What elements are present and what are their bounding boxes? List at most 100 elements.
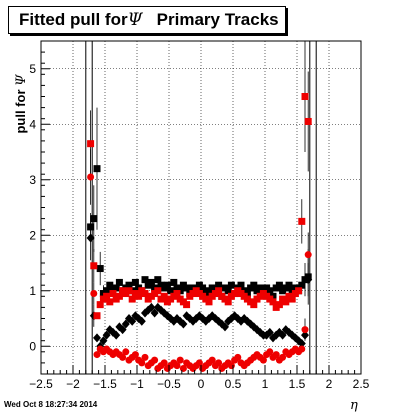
- series-3-point: [131, 351, 139, 359]
- x-tick-label: 1.5: [289, 377, 306, 391]
- y-tick-label: 5: [29, 62, 36, 76]
- series-3-point: [279, 353, 287, 361]
- vertical-markers: [85, 41, 317, 374]
- series-2-point: [298, 217, 306, 225]
- series-1-point: [128, 316, 137, 326]
- series-2-point: [115, 292, 123, 300]
- series-0-point: [183, 284, 191, 292]
- series-0-point: [154, 276, 162, 284]
- series-3-point: [138, 359, 146, 367]
- series-3-point: [215, 359, 223, 367]
- y-tick-label: 0: [29, 339, 36, 353]
- title-symbol: Ψ: [127, 10, 143, 30]
- series-0-point: [163, 281, 171, 289]
- series-3-point: [141, 353, 149, 361]
- series-0-point: [170, 278, 178, 286]
- x-axis-label: η: [350, 398, 358, 413]
- series-1-point: [278, 330, 287, 340]
- series-3-point: [173, 362, 181, 370]
- x-tick-label: 1: [262, 377, 269, 391]
- series-0-point: [103, 287, 111, 295]
- series-3-point: [195, 359, 203, 367]
- series-0-point: [237, 281, 245, 289]
- y-axis-label-text: pull for: [13, 89, 28, 134]
- series-1-point: [301, 330, 309, 340]
- series-2-point: [183, 301, 191, 309]
- series-3-point: [119, 353, 127, 361]
- series-2-point: [96, 301, 104, 309]
- series-2-point: [295, 287, 303, 295]
- series-0-point: [256, 284, 264, 292]
- series-0-point: [125, 281, 133, 289]
- series-2-point: [125, 287, 133, 295]
- series-0-point: [250, 281, 258, 289]
- x-tick-label: −1: [130, 377, 144, 391]
- series-2-point: [160, 292, 168, 300]
- series-1-point: [221, 322, 229, 332]
- series-0-point: [96, 265, 104, 273]
- series-0-point: [147, 278, 155, 286]
- series-2-point: [93, 312, 101, 320]
- series-1-point: [112, 330, 121, 340]
- series-0-point: [87, 223, 95, 231]
- x-axis-ticks: −2.5 −2 −1.5 −1 −0.5 0 0.5 1 1.5 2 2.5: [29, 365, 370, 391]
- series-2-point: [141, 290, 149, 298]
- series-0-point: [112, 284, 120, 292]
- series-0-point: [224, 287, 232, 295]
- series-0-point: [115, 278, 123, 286]
- series-1-point: [102, 330, 111, 340]
- series-2-point: [135, 292, 143, 300]
- series-0-point: [227, 281, 235, 289]
- series-2-point: [288, 295, 296, 303]
- series-0-point: [106, 281, 114, 289]
- data-points: [86, 93, 313, 372]
- series-3-point: [160, 359, 168, 367]
- y-axis-label: pull for Ψ: [13, 69, 29, 139]
- series-2-point: [275, 301, 283, 309]
- series-2-point: [90, 262, 98, 270]
- chart-title: Fitted pull for Ψ Primary Tracks: [8, 6, 286, 34]
- series-1-point: [137, 316, 146, 326]
- x-tick-label: 0: [198, 377, 205, 391]
- series-0-point: [167, 287, 175, 295]
- title-suffix: Primary Tracks: [142, 10, 279, 29]
- series-2-point: [304, 117, 312, 125]
- series-2-point: [154, 287, 162, 295]
- series-2-point: [173, 290, 181, 298]
- series-0-point: [90, 215, 98, 223]
- y-axis-ticks: 0 1 2 3 4 5: [29, 40, 50, 375]
- series-2-point: [301, 93, 309, 100]
- series-3-point: [176, 356, 184, 364]
- x-tick-label: 0.5: [225, 377, 242, 391]
- series-3-point: [234, 353, 242, 361]
- series-1-point: [147, 302, 156, 312]
- series-2-point: [269, 298, 277, 306]
- series-0-point: [275, 281, 283, 289]
- series-1-point: [179, 319, 188, 329]
- series-3-point: [122, 348, 130, 356]
- series-3-point: [272, 351, 280, 359]
- series-3-point: [259, 356, 267, 364]
- series-0-point: [93, 165, 101, 173]
- series-2-point: [87, 140, 95, 148]
- series-0-point: [285, 281, 293, 289]
- series-0-point: [131, 278, 139, 286]
- series-0-point: [215, 281, 223, 289]
- series-1-point: [118, 325, 127, 335]
- series-2-point: [282, 298, 290, 306]
- x-tick-label: 2.5: [353, 377, 370, 391]
- series-3-point: [90, 290, 98, 298]
- y-tick-label: 4: [29, 117, 36, 131]
- series-2-point: [128, 295, 136, 303]
- x-tick-label: −1.5: [93, 377, 117, 391]
- x-tick-label: −0.5: [157, 377, 181, 391]
- series-3-point: [87, 173, 95, 181]
- y-tick-label: 1: [29, 284, 36, 298]
- series-3-point: [151, 356, 159, 364]
- series-2-point: [103, 292, 111, 300]
- series-1-point: [297, 338, 306, 348]
- series-1-point: [265, 327, 274, 337]
- grid-lines: [40, 41, 362, 374]
- series-1-point: [121, 319, 130, 329]
